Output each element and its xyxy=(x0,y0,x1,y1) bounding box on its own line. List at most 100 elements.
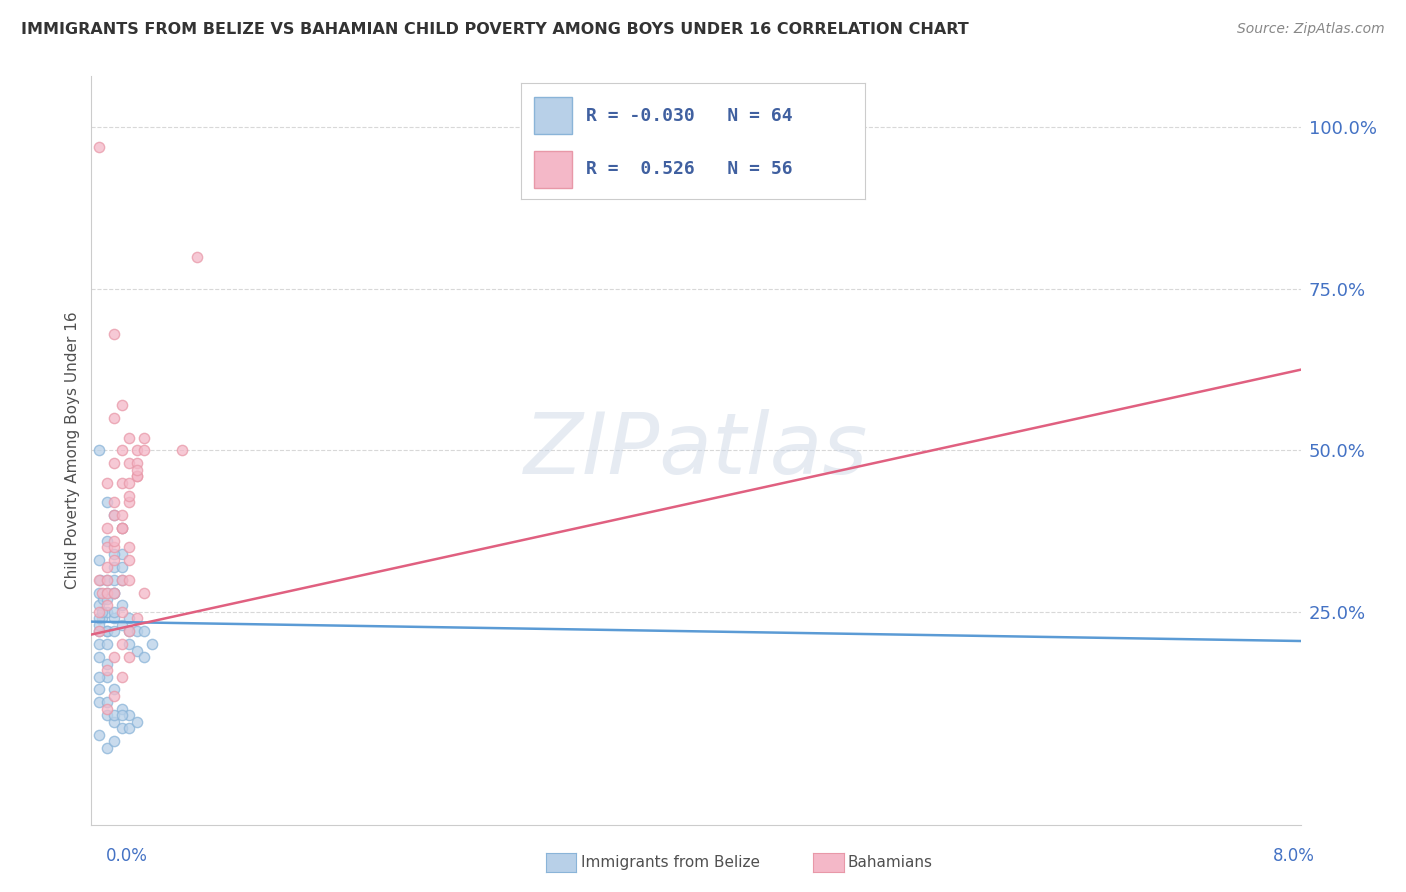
Point xyxy=(103,559,125,574)
Text: Bahamians: Bahamians xyxy=(848,855,932,870)
Point xyxy=(118,624,141,639)
Point xyxy=(125,443,148,458)
Point xyxy=(96,541,118,555)
Point xyxy=(111,573,132,587)
Point xyxy=(103,411,125,425)
Point xyxy=(87,669,110,683)
Point xyxy=(87,599,110,613)
Point xyxy=(96,533,118,548)
Point xyxy=(134,443,156,458)
Point xyxy=(118,456,141,470)
Point xyxy=(87,637,110,651)
Point xyxy=(125,714,148,729)
Point xyxy=(87,140,110,154)
Point xyxy=(118,489,141,503)
Point xyxy=(96,599,118,613)
Point xyxy=(118,637,141,651)
Point xyxy=(125,624,148,639)
Point xyxy=(96,585,118,599)
Point xyxy=(96,657,118,671)
Point xyxy=(111,508,132,522)
Point xyxy=(125,643,148,657)
Text: IMMIGRANTS FROM BELIZE VS BAHAMIAN CHILD POVERTY AMONG BOYS UNDER 16 CORRELATION: IMMIGRANTS FROM BELIZE VS BAHAMIAN CHILD… xyxy=(21,22,969,37)
Point xyxy=(96,475,118,490)
Point xyxy=(111,521,132,535)
Point xyxy=(87,682,110,697)
Point xyxy=(103,585,125,599)
Point xyxy=(91,585,114,599)
Point xyxy=(125,469,148,483)
Point xyxy=(111,605,132,619)
Point xyxy=(96,669,118,683)
Point xyxy=(111,702,132,716)
Point xyxy=(111,559,132,574)
Point xyxy=(96,624,118,639)
Point xyxy=(111,669,132,683)
Text: Immigrants from Belize: Immigrants from Belize xyxy=(581,855,759,870)
Point xyxy=(87,624,110,639)
Text: 0.0%: 0.0% xyxy=(105,847,148,865)
Point xyxy=(111,475,132,490)
Point xyxy=(87,553,110,567)
Point xyxy=(125,463,148,477)
Point xyxy=(87,650,110,665)
Point xyxy=(96,708,118,723)
Point xyxy=(103,708,125,723)
Point xyxy=(103,456,125,470)
Point xyxy=(96,695,118,709)
Point xyxy=(87,728,110,742)
Point xyxy=(118,553,141,567)
Point xyxy=(103,495,125,509)
Point xyxy=(96,702,118,716)
Point xyxy=(87,695,110,709)
Point xyxy=(103,605,125,619)
Y-axis label: Child Poverty Among Boys Under 16: Child Poverty Among Boys Under 16 xyxy=(65,311,80,590)
Point xyxy=(111,521,132,535)
Point xyxy=(118,611,141,625)
Point xyxy=(103,689,125,703)
Point xyxy=(96,495,118,509)
Point xyxy=(118,721,141,735)
Point xyxy=(103,547,125,561)
Point xyxy=(87,573,110,587)
Point xyxy=(103,327,125,342)
Point xyxy=(87,618,110,632)
Point xyxy=(96,624,118,639)
Text: Source: ZipAtlas.com: Source: ZipAtlas.com xyxy=(1237,22,1385,37)
Point xyxy=(103,734,125,748)
Point xyxy=(134,431,156,445)
Point xyxy=(96,585,118,599)
Point xyxy=(103,573,125,587)
Point xyxy=(96,637,118,651)
Point xyxy=(103,508,125,522)
Point xyxy=(96,740,118,755)
Point xyxy=(134,650,156,665)
Point xyxy=(118,573,141,587)
Point xyxy=(118,650,141,665)
Point xyxy=(111,708,132,723)
Text: 8.0%: 8.0% xyxy=(1272,847,1315,865)
Point xyxy=(118,431,141,445)
Point xyxy=(87,611,110,625)
Point xyxy=(96,521,118,535)
Point xyxy=(111,398,132,412)
Point xyxy=(87,443,110,458)
Point xyxy=(96,663,118,677)
Point xyxy=(103,624,125,639)
Point xyxy=(96,559,118,574)
Point xyxy=(134,624,156,639)
Point xyxy=(118,495,141,509)
Point xyxy=(125,456,148,470)
Point xyxy=(103,533,125,548)
Point xyxy=(125,469,148,483)
Point xyxy=(125,611,148,625)
Point xyxy=(111,618,132,632)
Point xyxy=(103,541,125,555)
Point xyxy=(89,573,111,587)
Point xyxy=(103,611,125,625)
Point xyxy=(111,443,132,458)
Point xyxy=(96,605,118,619)
Point xyxy=(87,624,110,639)
Point xyxy=(103,585,125,599)
Point xyxy=(118,475,141,490)
